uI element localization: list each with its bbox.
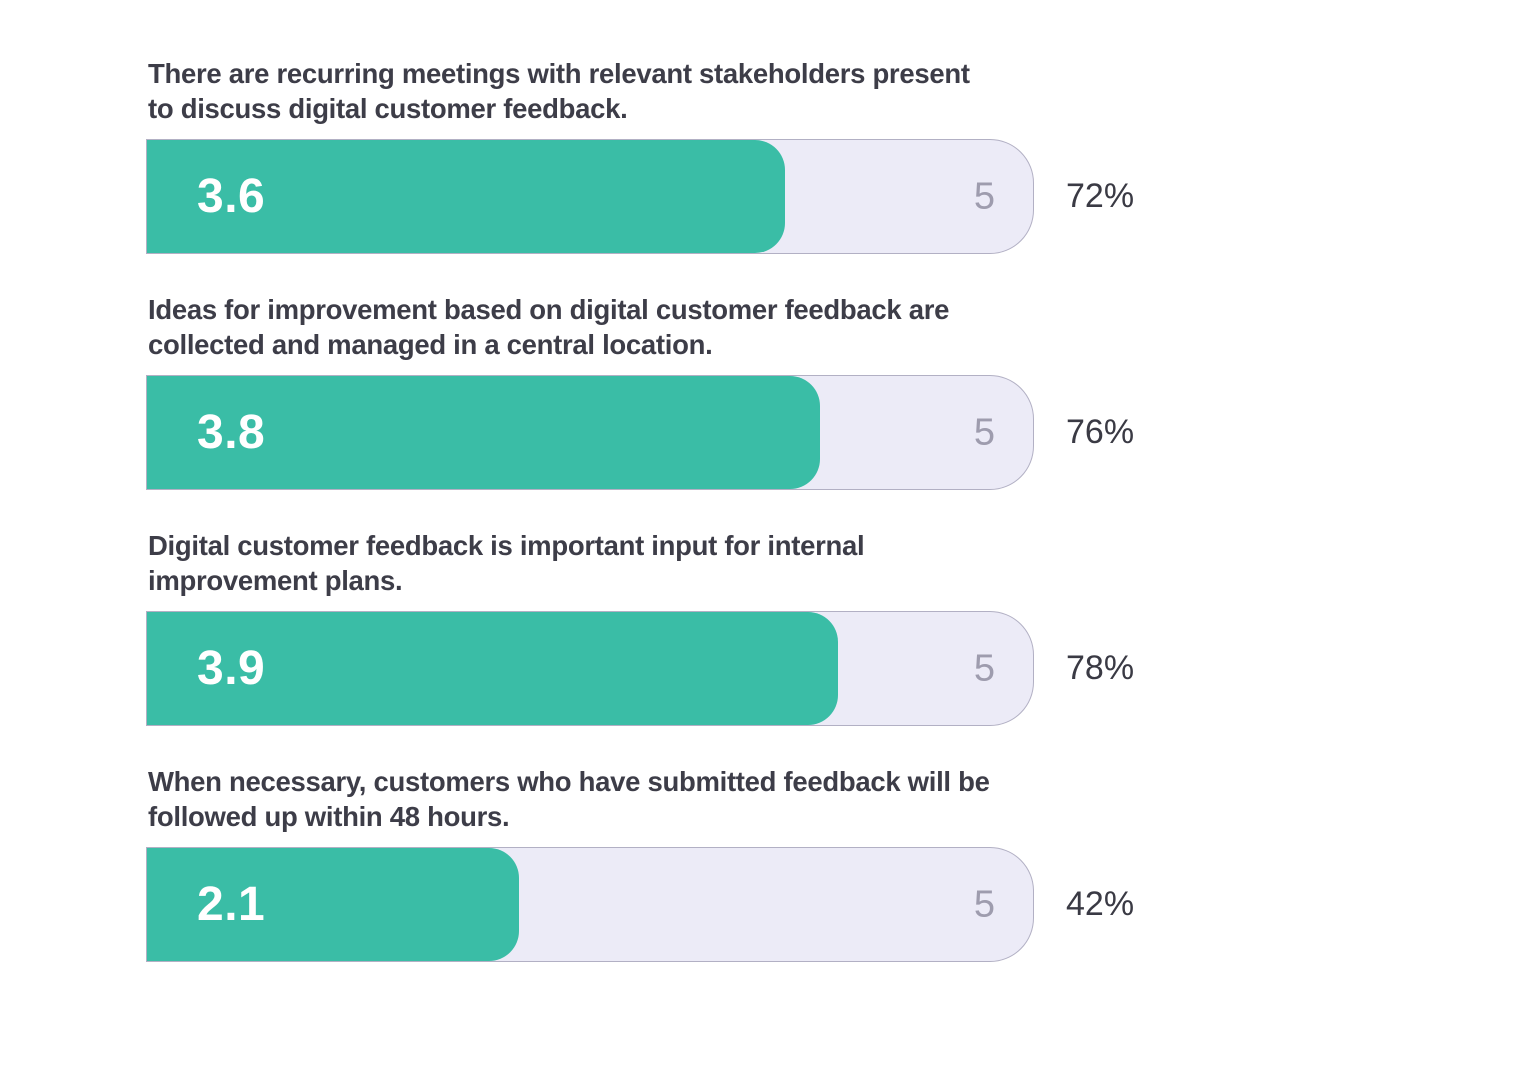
chart-row: There are recurring meetings with releva… [146, 56, 1538, 254]
bar-line: 3.8 5 76% [146, 375, 1538, 490]
percentage-label: 76% [1066, 413, 1135, 451]
bar-track: 3.6 5 [146, 139, 1034, 254]
question-label: Digital customer feedback is important i… [148, 530, 865, 596]
percentage-label: 42% [1066, 885, 1135, 923]
bar-fill: 2.1 [147, 848, 520, 961]
max-scale-label: 5 [973, 647, 995, 689]
score-value: 3.6 [197, 170, 266, 223]
bar-line: 3.9 5 78% [146, 611, 1538, 726]
bar-fill: 3.8 [147, 376, 821, 489]
bar-line: 3.6 5 72% [146, 139, 1538, 254]
survey-score-bar-chart: There are recurring meetings with releva… [146, 56, 1538, 962]
chart-row: When necessary, customers who have submi… [146, 764, 1538, 962]
bar-line: 2.1 5 42% [146, 847, 1538, 962]
question-label: When necessary, customers who have submi… [148, 766, 990, 832]
max-scale-label: 5 [973, 411, 995, 453]
bar-track: 3.8 5 [146, 375, 1034, 490]
chart-row: Digital customer feedback is important i… [146, 528, 1538, 726]
bar-track: 3.9 5 [146, 611, 1034, 726]
max-scale-label: 5 [973, 883, 995, 925]
question-label: There are recurring meetings with releva… [148, 58, 970, 124]
max-scale-label: 5 [973, 175, 995, 217]
score-value: 3.8 [197, 406, 266, 459]
score-value: 2.1 [197, 878, 266, 931]
percentage-label: 78% [1066, 649, 1135, 687]
bar-fill: 3.6 [147, 140, 785, 253]
bar-fill: 3.9 [147, 612, 839, 725]
question-label: Ideas for improvement based on digital c… [148, 294, 950, 360]
percentage-label: 72% [1066, 177, 1135, 215]
chart-row: Ideas for improvement based on digital c… [146, 292, 1538, 490]
bar-track: 2.1 5 [146, 847, 1034, 962]
score-value: 3.9 [197, 642, 266, 695]
